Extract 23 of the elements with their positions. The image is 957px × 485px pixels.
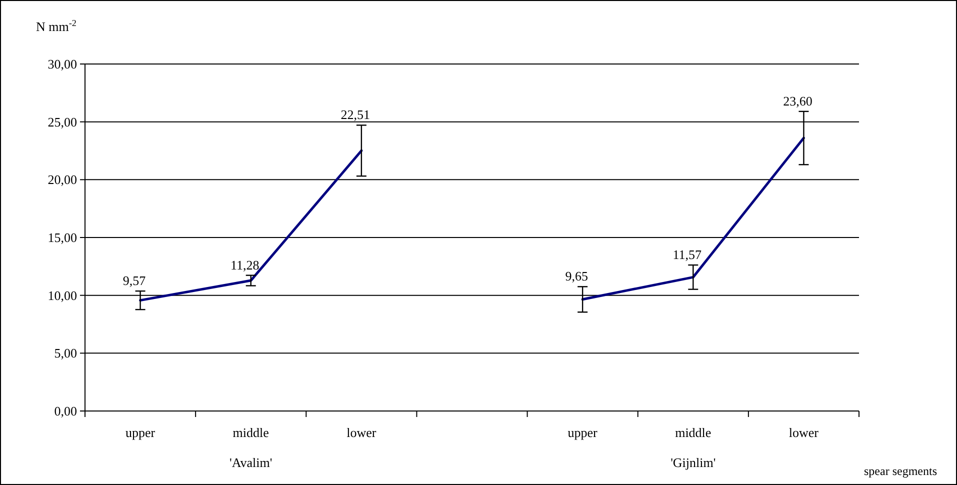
x-axis-title: spear segments bbox=[864, 464, 938, 478]
y-tick-label: 15,00 bbox=[48, 230, 77, 246]
y-tick-label: 30,00 bbox=[48, 56, 77, 72]
x-tick-label: middle bbox=[232, 425, 270, 440]
text: 'Avalim' bbox=[230, 455, 272, 470]
y-axis-title: N mm$^{-2}$ bbox=[36, 18, 77, 34]
data-label: 22,51 bbox=[340, 107, 370, 122]
y-tick-label: 10,00 bbox=[48, 288, 77, 303]
y-tick-label: 20,00 bbox=[48, 172, 77, 188]
y-tick-label: 0,00 bbox=[54, 404, 77, 419]
data-label: 9,65 bbox=[565, 268, 588, 284]
x-tick-label: lower bbox=[346, 425, 377, 440]
x-tick-label: lower bbox=[788, 425, 820, 440]
y-tick-label: 25,00 bbox=[48, 114, 77, 130]
data-label: 11,28 bbox=[230, 257, 260, 272]
data-label: 23,60 bbox=[783, 93, 812, 108]
text: 'Gijnlim' bbox=[670, 455, 716, 470]
x-tick-label: upper bbox=[568, 425, 598, 440]
data-label: 9,57 bbox=[122, 273, 146, 288]
x-tick-label: upper bbox=[125, 425, 156, 440]
data-label: 11,57 bbox=[672, 247, 702, 262]
y-tick-label: 5,00 bbox=[54, 346, 77, 361]
x-tick-label: middle bbox=[675, 425, 712, 440]
